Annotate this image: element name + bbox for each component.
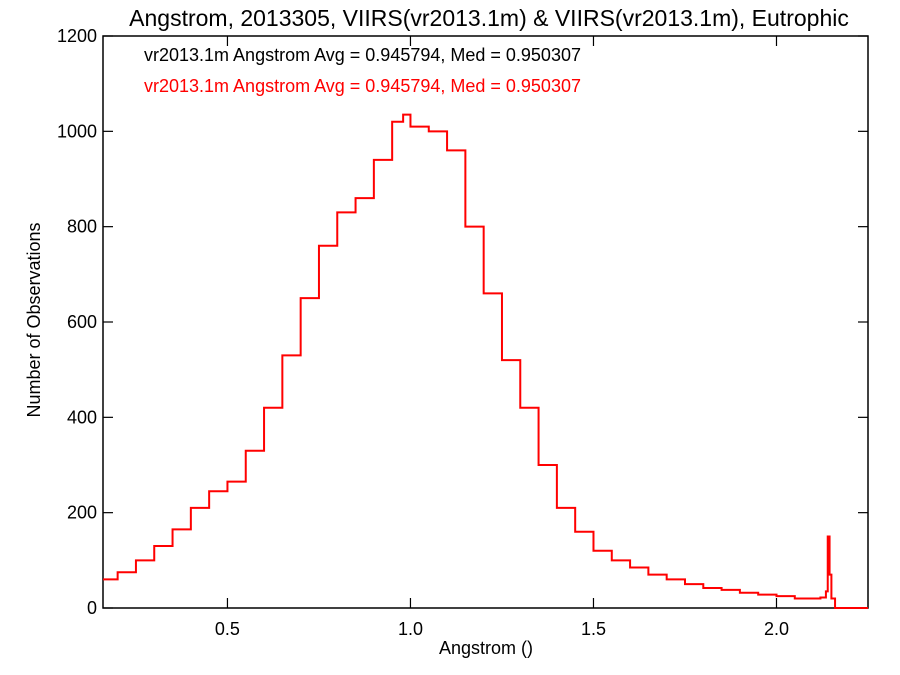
y-tick-label: 600	[67, 312, 97, 332]
x-axis-title: Angstrom ()	[439, 638, 533, 658]
chart-title: Angstrom, 2013305, VIIRS(vr2013.1m) & VI…	[129, 5, 849, 31]
x-tick-label: 1.0	[398, 619, 423, 639]
y-tick-label: 200	[67, 503, 97, 523]
x-tick-label: 0.5	[215, 619, 240, 639]
x-tick-label: 1.5	[581, 619, 606, 639]
legend-entry-avg-median-1: vr2013.1m Angstrom Avg = 0.945794, Med =…	[144, 45, 581, 65]
legend-entry-avg-median-2: vr2013.1m Angstrom Avg = 0.945794, Med =…	[144, 76, 581, 96]
y-axis-title: Number of Observations	[24, 222, 44, 417]
y-tick-label: 400	[67, 407, 97, 427]
x-axis: 0.5 1.0 1.5 2.0	[215, 36, 789, 639]
y-axis: 0 200 400 600 800 1000 1200	[57, 26, 868, 618]
x-tick-label: 2.0	[764, 619, 789, 639]
y-tick-label: 1000	[57, 121, 97, 141]
y-tick-label: 800	[67, 217, 97, 237]
y-tick-label: 0	[87, 598, 97, 618]
plot-area-frame	[102, 35, 869, 609]
y-tick-label: 1200	[57, 26, 97, 46]
histogram-series-line	[103, 113, 868, 609]
